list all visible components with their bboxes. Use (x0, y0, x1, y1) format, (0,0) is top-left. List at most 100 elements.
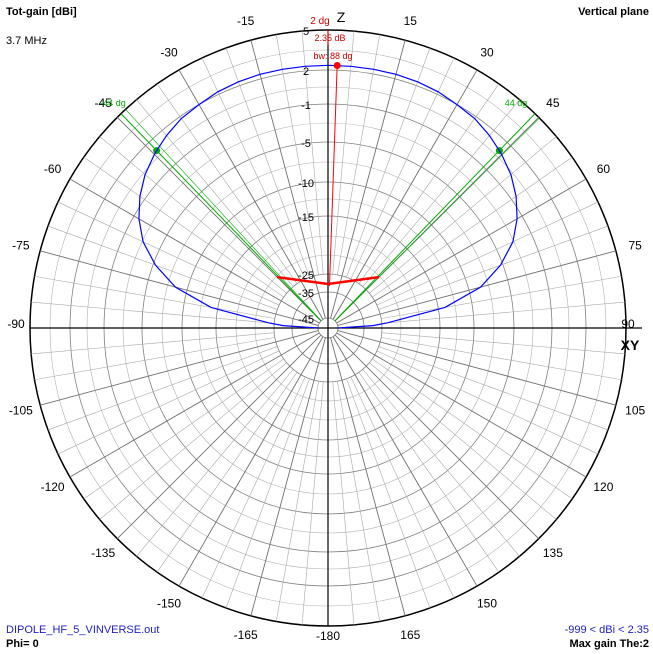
gain-ring-label: -25 (298, 270, 314, 282)
radial-grid-line (381, 275, 622, 319)
right-half-power-label: 44 dg (505, 98, 528, 108)
chart-title: Tot-gain [dBi] (6, 6, 77, 18)
left-half-power-label: -44 dg (100, 98, 126, 108)
radial-grid-line (178, 336, 324, 587)
angle-tick-label: 60 (597, 162, 611, 176)
radial-grid-line (201, 57, 306, 280)
max-angle-label: 2 dg (310, 16, 329, 27)
radial-grid-line (337, 330, 616, 406)
angle-tick-label: -135 (91, 546, 115, 560)
radial-grid-line (381, 301, 625, 324)
radial-grid-line (334, 334, 540, 540)
half-power-line-edge (334, 117, 540, 322)
angle-tick-label: 30 (480, 46, 494, 60)
frequency-label: 3.7 MHz (6, 35, 47, 47)
radial-grid-line (116, 334, 322, 540)
radial-grid-line (225, 378, 310, 609)
radial-grid-line (362, 369, 520, 557)
angle-tick-label: -60 (44, 162, 62, 176)
half-power-line (334, 113, 536, 322)
radial-grid-line (69, 332, 320, 478)
angle-tick-label: 105 (625, 403, 645, 417)
radial-grid-line (57, 201, 280, 306)
angle-tick-label: 150 (477, 596, 497, 610)
radial-grid-line (275, 381, 319, 622)
radial-grid-line (83, 358, 284, 500)
angle-tick-label: -150 (157, 596, 181, 610)
radial-grid-line (34, 337, 275, 381)
radial-grid-line (250, 337, 326, 616)
beamwidth-label: bw: 88 dg (313, 51, 352, 61)
radial-grid-line (99, 136, 287, 294)
radial-grid-line (275, 34, 319, 275)
radial-grid-line (350, 376, 455, 599)
radial-grid-line (362, 99, 520, 287)
radial-grid-line (381, 332, 625, 355)
radial-grid-line (47, 225, 278, 310)
radial-grid-line (369, 362, 557, 520)
file-name: DIPOLE_HF_5_VINVERSE.out (6, 624, 160, 636)
radial-grid-line (346, 378, 431, 609)
gain-ring-label: 2 (303, 66, 309, 78)
radial-grid-line (40, 250, 319, 326)
radial-grid-line (376, 350, 599, 455)
max-gain-line (328, 65, 338, 287)
angle-tick-label: 45 (546, 96, 560, 110)
radial-grid-line (381, 337, 622, 381)
radial-grid-line (330, 40, 406, 319)
radial-grid-line (350, 57, 455, 280)
polar-axes (30, 30, 642, 626)
angle-tick-label: -75 (12, 239, 30, 253)
max-gain-summary: Max gain The:2 (569, 638, 649, 650)
radial-grid-line (225, 47, 310, 278)
marker-labels: 2 dg 2.35 dB bw: 88 dg -44 dg 44 dg Z XY (100, 9, 640, 353)
gain-ring-label: -5 (301, 138, 311, 150)
radial-grid-line (332, 336, 478, 587)
angle-tick-label: -180 (316, 629, 340, 643)
angle-tick-label: -165 (234, 628, 258, 642)
radial-grid-line (136, 369, 294, 557)
radial-grid-line (99, 362, 287, 520)
max-gain-label: 2.35 dB (314, 33, 345, 43)
angle-tick-label: -120 (41, 480, 65, 494)
phi-label: Phi= 0 (6, 638, 39, 650)
radial-grid-line (83, 156, 284, 298)
gain-ring-labels: 5 2 -1 -5 -10 -15 -25 -35 -45 (298, 26, 314, 326)
radiation-pattern (138, 64, 518, 329)
angle-tick-label: 120 (593, 480, 613, 494)
radial-grid-line (136, 99, 294, 287)
angle-tick-label: -15 (237, 14, 255, 28)
radial-grid-line (40, 330, 319, 406)
radial-grid-line (301, 31, 324, 275)
zenith-axis-label: Z (337, 9, 346, 25)
angle-tick-label: -45 (94, 96, 112, 110)
radial-grid-line (372, 156, 573, 298)
radial-grid-line (369, 136, 557, 294)
radial-grid-line (301, 381, 324, 625)
half-power-line (120, 113, 322, 322)
radial-grid-line (47, 346, 278, 431)
radial-grid-line (336, 332, 587, 478)
radial-grid-line (372, 358, 573, 500)
radial-grid-line (31, 301, 275, 324)
radial-grid-line (336, 178, 587, 324)
radial-grid-line (337, 381, 381, 622)
radial-grid-line (332, 31, 355, 275)
half-power-line-edge (125, 109, 322, 321)
radial-grid-line (337, 250, 616, 326)
radial-grid-line (332, 381, 355, 625)
radial-grid-line (57, 350, 280, 455)
radial-grid-line (178, 69, 324, 320)
radial-grid-line (346, 47, 431, 278)
angle-tick-label: -90 (7, 317, 25, 331)
angle-tick-label: -105 (9, 403, 33, 417)
gain-ring-label: -10 (298, 178, 314, 190)
radial-grid-line (330, 337, 406, 616)
radial-grid-line (358, 83, 500, 284)
max-gain-marker (276, 30, 380, 287)
radial-grid-line (116, 116, 322, 322)
angle-tick-label: 15 (404, 14, 418, 28)
radial-grid-line (34, 275, 275, 319)
angle-tick-label: 165 (400, 628, 420, 642)
